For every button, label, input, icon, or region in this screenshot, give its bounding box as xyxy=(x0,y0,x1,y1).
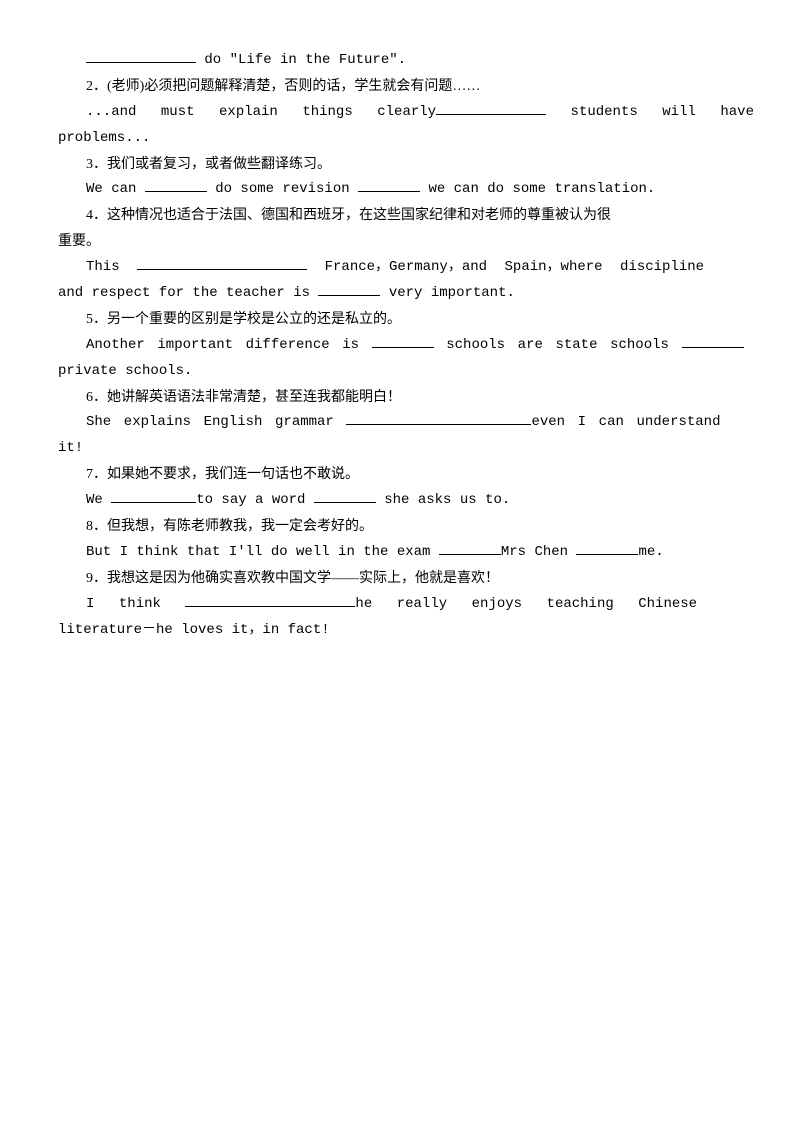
item-7-english-after: she asks us to. xyxy=(376,492,510,508)
blank-8a xyxy=(439,541,501,555)
item-9-label: 9． xyxy=(86,571,107,586)
blank-3b xyxy=(358,178,420,192)
item-4-english-line1: This France，Germany，and Spain，where disc… xyxy=(58,255,742,281)
item-4-chinese-line1: 4．这种情况也适合于法国、德国和西班牙，在这些国家纪律和对老师的尊重被认为很 xyxy=(58,203,742,229)
blank-7b xyxy=(314,489,376,503)
item-2-english-line2: problems... xyxy=(58,126,742,152)
item-5-english-before: Another important difference is xyxy=(86,337,372,353)
item-6-chinese-text: 她讲解英语语法非常清楚，甚至连我都能明白！ xyxy=(107,390,401,405)
item-2-chinese: 2．(老师)必须把问题解释清楚，否则的话，学生就会有问题…… xyxy=(58,74,742,100)
line-1: do "Life in the Future". xyxy=(58,48,742,74)
item-8-chinese-text: 但我想，有陈老师教我，我一定会考好的。 xyxy=(107,519,373,534)
item-7-chinese-text: 如果她不要求，我们连一句话也不敢说。 xyxy=(107,467,359,482)
line-1-text: do "Life in the Future". xyxy=(196,52,406,68)
item-6-english-before: She explains English grammar xyxy=(86,414,346,430)
item-4-label: 4． xyxy=(86,208,107,223)
item-9-english-before: I think xyxy=(86,596,185,612)
item-9-english-line1: I think he really enjoys teaching Chines… xyxy=(58,592,742,618)
item-4-english-line2-after: very important. xyxy=(380,285,514,301)
item-5-chinese: 5．另一个重要的区别是学校是公立的还是私立的。 xyxy=(58,307,742,333)
item-8-english-before: But I think that I'll do well in the exa… xyxy=(86,544,439,560)
item-4-english-mid: France，Germany，and Spain，where disciplin… xyxy=(307,259,704,275)
blank-9 xyxy=(185,593,355,607)
blank-7a xyxy=(111,489,196,503)
item-3-english: We can do some revision we can do some t… xyxy=(58,177,742,203)
item-8-english-after: me. xyxy=(638,544,663,560)
item-6-chinese: 6．她讲解英语语法非常清楚，甚至连我都能明白！ xyxy=(58,385,742,411)
item-2-english-before: ...and must explain things clearly xyxy=(86,104,436,120)
item-6-english-line2: it! xyxy=(58,436,742,462)
item-9-chinese-text: 我想这是因为他确实喜欢教中国文学——实际上，他就是喜欢！ xyxy=(107,571,499,586)
item-9-english-after: he really enjoys teaching Chinese xyxy=(355,596,697,612)
item-3-label: 3． xyxy=(86,157,107,172)
blank-6 xyxy=(346,411,531,425)
blank-3a xyxy=(145,178,207,192)
item-3-chinese-text: 我们或者复习，或者做些翻译练习。 xyxy=(107,157,331,172)
item-6-english-line2-text: it! xyxy=(58,440,83,456)
item-9-chinese: 9．我想这是因为他确实喜欢教中国文学——实际上，他就是喜欢！ xyxy=(58,566,742,592)
item-7-english-before: We xyxy=(86,492,111,508)
item-2-english-after: students will have xyxy=(546,104,754,120)
item-5-label: 5． xyxy=(86,312,107,327)
item-5-english-line2: private schools. xyxy=(58,359,742,385)
item-3-english-after: we can do some translation. xyxy=(420,181,655,197)
blank-5a xyxy=(372,334,434,348)
item-5-chinese-text: 另一个重要的区别是学校是公立的还是私立的。 xyxy=(107,312,401,327)
item-3-english-mid: do some revision xyxy=(207,181,358,197)
blank-2 xyxy=(436,101,546,115)
item-7-chinese: 7．如果她不要求，我们连一句话也不敢说。 xyxy=(58,462,742,488)
item-8-chinese: 8．但我想，有陈老师教我，我一定会考好的。 xyxy=(58,514,742,540)
item-6-english-after: even I can understand xyxy=(531,414,720,430)
item-7-english-mid: to say a word xyxy=(196,492,314,508)
item-7-english: We to say a word she asks us to. xyxy=(58,488,742,514)
item-2-chinese-text: (老师)必须把问题解释清楚，否则的话，学生就会有问题…… xyxy=(107,79,480,94)
item-4-english-line2: and respect for the teacher is very impo… xyxy=(58,281,742,307)
blank-5b xyxy=(682,334,744,348)
blank-8b xyxy=(576,541,638,555)
item-9-english-line2: literature－he loves it，in fact! xyxy=(58,618,742,644)
item-9-english-line2-text: literature－he loves it，in fact! xyxy=(58,622,330,638)
item-4-chinese-text: 这种情况也适合于法国、德国和西班牙，在这些国家纪律和对老师的尊重被认为很 xyxy=(107,208,611,223)
item-3-chinese: 3．我们或者复习，或者做些翻译练习。 xyxy=(58,152,742,178)
item-5-english-line1: Another important difference is schools … xyxy=(58,333,742,359)
document-content: do "Life in the Future". 2．(老师)必须把问题解释清楚… xyxy=(58,48,742,643)
blank-4b xyxy=(318,282,380,296)
item-4-english-line2-before: and respect for the teacher is xyxy=(58,285,318,301)
blank-4a xyxy=(137,256,307,270)
item-4-english-before: This xyxy=(86,259,137,275)
item-5-english-line2-text: private schools. xyxy=(58,363,192,379)
item-3-english-before: We can xyxy=(86,181,145,197)
item-6-english-line1: She explains English grammar even I can … xyxy=(58,410,742,436)
item-2-english-line1: ...and must explain things clearly stude… xyxy=(58,100,742,126)
item-8-label: 8． xyxy=(86,519,107,534)
item-2-english-line2-text: problems... xyxy=(58,130,150,146)
item-7-label: 7． xyxy=(86,467,107,482)
item-8-english-mid: Mrs Chen xyxy=(501,544,577,560)
item-4-chinese-line2-text: 重要。 xyxy=(58,234,100,249)
item-8-english: But I think that I'll do well in the exa… xyxy=(58,540,742,566)
item-2-label: 2． xyxy=(86,79,107,94)
item-6-label: 6． xyxy=(86,390,107,405)
item-5-english-mid: schools are state schools xyxy=(434,337,682,353)
item-4-chinese-line2: 重要。 xyxy=(58,229,742,255)
blank-1 xyxy=(86,49,196,63)
